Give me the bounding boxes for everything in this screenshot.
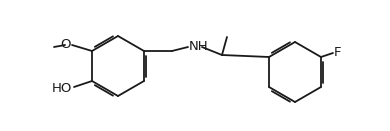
Text: NH: NH bbox=[189, 40, 209, 53]
Text: F: F bbox=[334, 47, 342, 59]
Text: O: O bbox=[60, 37, 71, 50]
Text: HO: HO bbox=[51, 81, 72, 94]
